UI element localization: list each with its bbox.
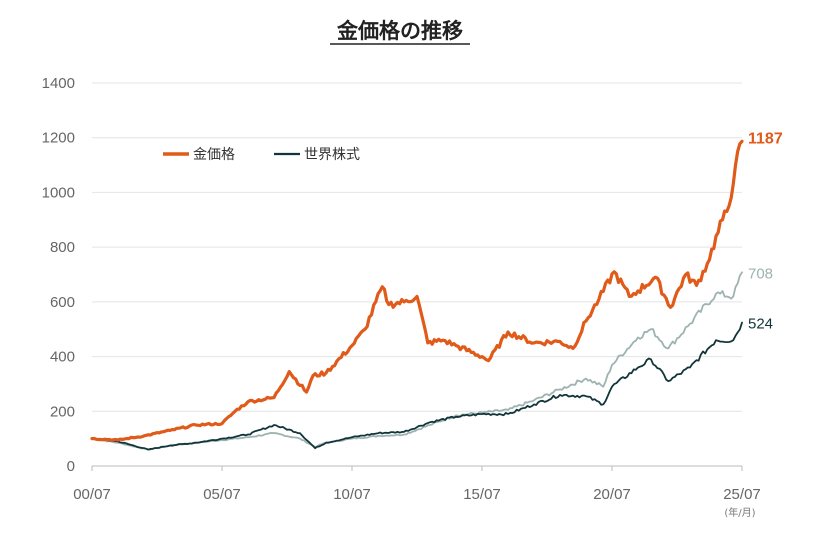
series-layer xyxy=(90,139,744,451)
x-tick-label: 20/07 xyxy=(593,486,631,503)
x-tick-label: 05/07 xyxy=(203,486,241,503)
legend-label: 世界株式 xyxy=(304,147,360,163)
y-tick-label: 800 xyxy=(50,239,75,256)
y-tick-label: 400 xyxy=(50,349,75,366)
series-line-world-stocks xyxy=(91,321,743,451)
legend: 金価格 世界株式 xyxy=(163,147,360,163)
y-tick-label: 1000 xyxy=(42,184,75,201)
x-tick-label: 00/07 xyxy=(73,486,111,503)
series-end-label: 708 xyxy=(748,265,773,282)
series-end-label: 524 xyxy=(748,316,773,333)
y-tick-label: 200 xyxy=(50,403,75,420)
x-tick-label: 15/07 xyxy=(463,486,501,503)
y-tick-label: 1400 xyxy=(42,75,75,92)
y-tick-label: 1200 xyxy=(42,130,75,147)
end-labels: 1187 708 524 xyxy=(748,130,783,332)
x-tick-label: 10/07 xyxy=(333,486,371,503)
legend-label: 金価格 xyxy=(193,147,235,163)
y-tick-label: 0 xyxy=(67,458,75,475)
grid-layer xyxy=(92,82,742,467)
y-tick-label: 600 xyxy=(50,294,75,311)
chart-title: 金価格の推移 xyxy=(336,19,463,43)
x-unit-note: (年/月) xyxy=(724,506,755,519)
series-end-label: 1187 xyxy=(748,130,783,147)
series-line-gold xyxy=(90,139,744,442)
x-tick-label: 25/07 xyxy=(723,486,761,503)
axis-layer: 0 200 400 600 800 1000 1200 1400 00/07 05/07 10/07… xyxy=(42,75,761,503)
